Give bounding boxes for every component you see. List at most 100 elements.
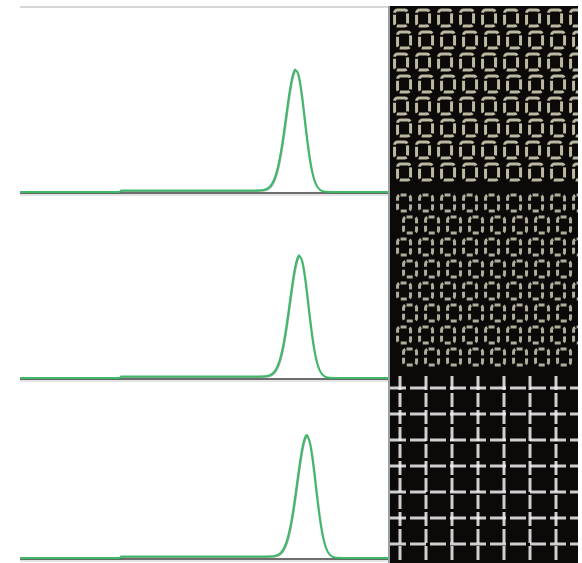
- grid-cell: [512, 303, 529, 323]
- grid-cell: [415, 8, 432, 28]
- panel-divider[interactable]: [388, 6, 390, 563]
- grid-cell: [506, 30, 523, 50]
- grid-cell: [462, 325, 479, 345]
- grid-cell: [512, 347, 529, 367]
- grid-cell: [550, 162, 567, 182]
- grid-cell: [506, 237, 523, 257]
- grid-cell: [468, 259, 485, 279]
- histogram-curve-shadow: [21, 255, 388, 380]
- grid-cell: [550, 30, 567, 50]
- grid-cell: [393, 52, 410, 72]
- grid-cell: [402, 347, 419, 367]
- grid-cell: [446, 259, 463, 279]
- grid-cell: [402, 215, 419, 235]
- grid-cell: [556, 215, 573, 235]
- grid-cell: [462, 162, 479, 182]
- top-scroll-strip[interactable]: [20, 6, 388, 9]
- grid-cell: [459, 140, 476, 160]
- grid-cell: [525, 52, 542, 72]
- grid-cell: [528, 237, 545, 257]
- grid-cell: [418, 281, 435, 301]
- grid-cell: [484, 74, 501, 94]
- histogram-curve-shadow: [21, 69, 388, 194]
- grid-cell: [459, 52, 476, 72]
- grid-cell: [506, 162, 523, 182]
- grid-cell: [569, 96, 578, 116]
- grid-cell: [440, 193, 457, 213]
- grid-cell: [528, 193, 545, 213]
- grid-cell: [490, 303, 507, 323]
- grid-cell: [462, 74, 479, 94]
- grid-cell: [490, 259, 507, 279]
- grid-cell: [528, 325, 545, 345]
- grid-cell: [462, 281, 479, 301]
- grid-cell: [484, 118, 501, 138]
- histogram-plots: [20, 68, 388, 562]
- grid-cell: [440, 118, 457, 138]
- grid-cell: [418, 162, 435, 182]
- grid-cell: [512, 215, 529, 235]
- grid-cell: [506, 118, 523, 138]
- grid-cell: [393, 140, 410, 160]
- grid-cell: [534, 215, 551, 235]
- grid-cell: [396, 281, 413, 301]
- grid-cell: [506, 281, 523, 301]
- grid-cell: [468, 215, 485, 235]
- grid-cell: [534, 347, 551, 367]
- grid-cell: [446, 215, 463, 235]
- histogram-curve: [20, 68, 388, 193]
- grid-cell: [396, 193, 413, 213]
- grid-cell: [440, 162, 457, 182]
- grid-cell: [446, 347, 463, 367]
- grid-cell: [525, 8, 542, 28]
- grid-cell: [437, 8, 454, 28]
- grid-cell: [528, 281, 545, 301]
- grid-cell: [418, 74, 435, 94]
- grid-cell: [468, 347, 485, 367]
- grid-cell: [484, 325, 501, 345]
- grid-cell: [396, 74, 413, 94]
- histogram-curve: [20, 434, 388, 559]
- grid-cell: [415, 52, 432, 72]
- grid-band-2: [396, 193, 578, 367]
- grid-cell: [484, 30, 501, 50]
- grid-cell: [503, 96, 520, 116]
- grid-cell: [572, 30, 578, 50]
- grid-cell: [393, 8, 410, 28]
- grid-cell: [506, 74, 523, 94]
- grid-cell: [418, 325, 435, 345]
- grid-cell: [481, 8, 498, 28]
- grid-cell: [503, 8, 520, 28]
- grid-cell: [462, 118, 479, 138]
- grid-cell: [437, 52, 454, 72]
- grid-cell: [468, 303, 485, 323]
- grid-cell: [550, 118, 567, 138]
- grid-cell: [484, 193, 501, 213]
- grid-band-1: [393, 8, 578, 182]
- grid-cell: [572, 118, 578, 138]
- grid-cell: [459, 8, 476, 28]
- grid-cell: [547, 8, 564, 28]
- grid-cell: [481, 96, 498, 116]
- grid-cell: [418, 237, 435, 257]
- grid-cell: [528, 118, 545, 138]
- grid-cell: [506, 193, 523, 213]
- image-preview[interactable]: [390, 6, 578, 563]
- grid-cell: [484, 162, 501, 182]
- grid-cell: [415, 96, 432, 116]
- grid-cell: [402, 259, 419, 279]
- grid-cell: [396, 30, 413, 50]
- grid-cell: [393, 96, 410, 116]
- grid-cell: [440, 237, 457, 257]
- grid-cell: [569, 140, 578, 160]
- histogram-panel: [20, 8, 388, 563]
- grid-cell: [440, 74, 457, 94]
- grid-cell: [512, 259, 529, 279]
- grid-cell: [490, 215, 507, 235]
- grid-cell: [569, 52, 578, 72]
- grid-cell: [418, 118, 435, 138]
- histogram-curve: [20, 254, 388, 379]
- grid-cell: [424, 347, 441, 367]
- grid-band-3: [390, 376, 578, 563]
